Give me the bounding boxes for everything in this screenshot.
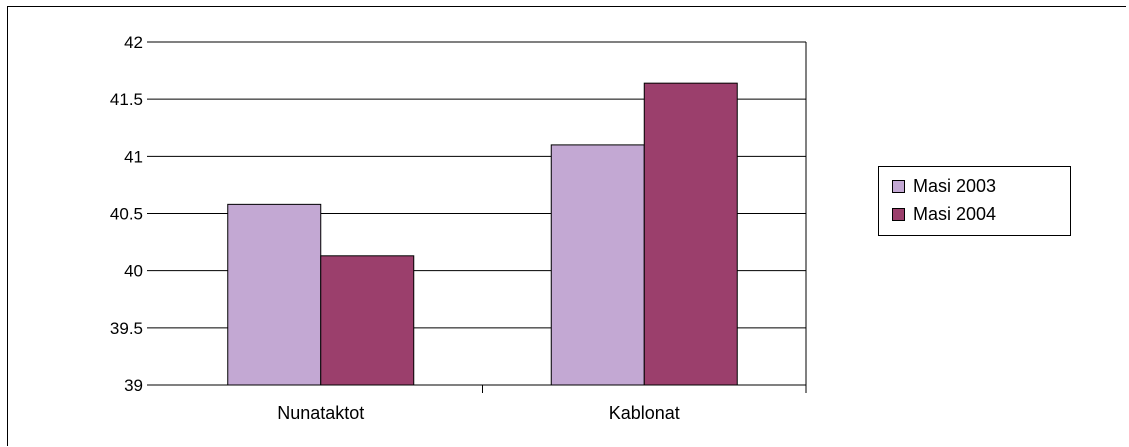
x-category-label: Nunataktot — [277, 403, 364, 423]
axes — [159, 42, 807, 393]
legend-item-1: Masi 2004 — [892, 200, 1070, 228]
legend-swatch-0 — [892, 179, 905, 193]
y-tick-label: 40.5 — [110, 205, 143, 224]
y-tick-label: 39 — [124, 376, 143, 395]
y-tick-label: 39.5 — [110, 319, 143, 338]
y-tick-label: 42 — [124, 33, 143, 52]
y-tick-labels: 39 39.5 40 40.5 41 41.5 42 — [110, 33, 143, 395]
legend-label-1: Masi 2004 — [913, 203, 997, 224]
chart-frame — [7, 6, 1126, 446]
bars — [227, 82, 738, 386]
y-tick-label: 41.5 — [110, 90, 143, 109]
bar-nunataktot-0 — [227, 203, 322, 386]
y-tick-label: 41 — [124, 147, 143, 166]
x-category-label: Kablonat — [609, 403, 680, 423]
bar-kablonat-1 — [643, 82, 738, 386]
legend-item-0: Masi 2003 — [892, 172, 1070, 200]
bar-kablonat-0 — [550, 144, 645, 386]
y-tick-label: 40 — [124, 262, 143, 281]
legend-swatch-1 — [892, 207, 905, 221]
x-category-labels: Nunataktot Kablonat — [277, 403, 680, 423]
legend-label-0: Masi 2003 — [913, 175, 997, 196]
bar-nunataktot-1 — [320, 255, 415, 386]
legend: Masi 2003 Masi 2004 — [878, 166, 1071, 236]
